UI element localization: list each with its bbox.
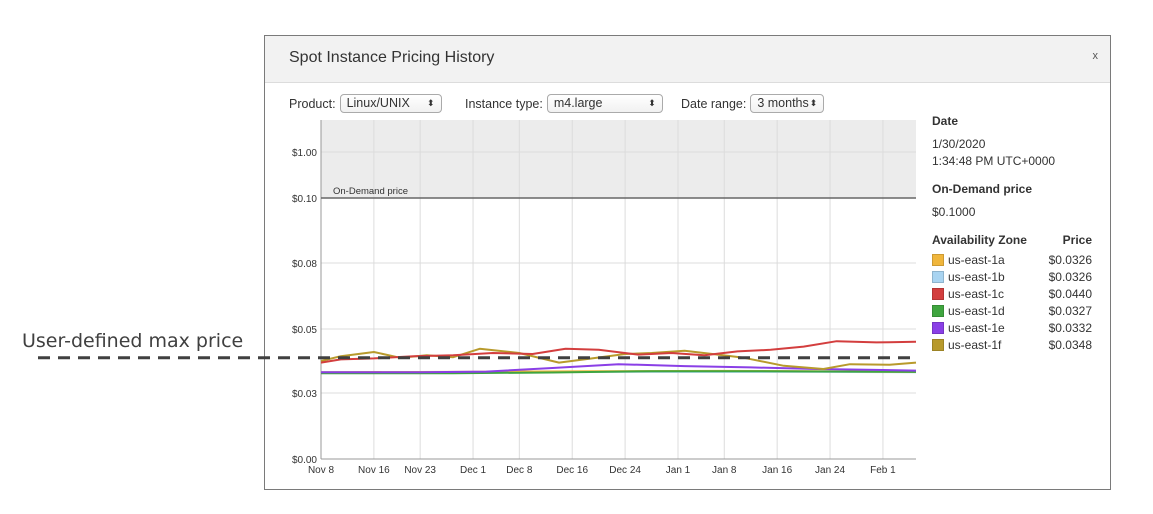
x-tick-label: Nov 23	[404, 465, 436, 476]
details-panel: Date 1/30/2020 1:34:48 PM UTC+0000 On-De…	[932, 114, 1092, 353]
az-row: us-east-1b $0.0326	[932, 268, 1092, 285]
az-zone-price: $0.0332	[1048, 320, 1092, 335]
instance-select[interactable]: m4.large ⬍	[546, 94, 663, 113]
legend-swatch	[932, 304, 944, 317]
panel-header: Spot Instance Pricing History x	[265, 36, 1110, 83]
az-zone-name: us-east-1c	[948, 286, 1005, 301]
legend-swatch	[932, 321, 944, 334]
x-tick-label: Dec 24	[609, 465, 641, 476]
plot-background	[321, 120, 916, 459]
az-zone-price: $0.0327	[1048, 303, 1092, 318]
x-tick-label: Dec 16	[556, 465, 588, 476]
x-tick-label: Jan 8	[712, 465, 737, 476]
x-tick-label: Jan 16	[762, 465, 792, 476]
range-select[interactable]: 3 months ⬍	[750, 94, 825, 113]
az-table-header: Availability Zone Price	[932, 233, 1092, 247]
legend-swatch	[932, 338, 944, 351]
range-control: Date range: 3 months ⬍	[681, 94, 825, 113]
on-demand-group: On-Demand price	[321, 186, 916, 199]
az-zone: us-east-1a	[932, 253, 1005, 267]
x-tick-label: Dec 1	[460, 465, 487, 476]
az-row: us-east-1d $0.0327	[932, 302, 1092, 319]
az-zone: us-east-1e	[932, 321, 1005, 335]
legend-swatch	[932, 287, 944, 300]
y-tick-label: $0.08	[292, 259, 317, 270]
max-price-label: User-defined max price	[22, 330, 244, 352]
x-tick-label: Nov 16	[358, 465, 390, 476]
az-zone: us-east-1c	[932, 287, 1004, 301]
az-zone-price: $0.0440	[1048, 286, 1092, 301]
legend-swatch	[932, 270, 944, 283]
az-zone-price: $0.0326	[1048, 269, 1092, 284]
az-zone: us-east-1d	[932, 304, 1005, 318]
product-select-value: Linux/UNIX	[346, 96, 410, 110]
series-line-us-east-1d	[321, 370, 917, 375]
date-heading: Date	[932, 114, 959, 128]
range-select-value: 3 months	[757, 96, 809, 110]
range-label: Date range:	[681, 96, 747, 111]
az-row: us-east-1e $0.0332	[932, 319, 1092, 336]
az-zone-price: $0.0348	[1048, 337, 1092, 352]
chart-grid	[320, 120, 916, 460]
y-tick-label: $0.03	[292, 389, 317, 400]
on-demand-label: On-Demand price	[333, 186, 408, 197]
panel-title: Spot Instance Pricing History	[289, 49, 495, 66]
select-arrows-icon: ⬍	[648, 98, 656, 108]
az-zone: us-east-1f	[932, 338, 1001, 352]
price-heading: Price	[1062, 233, 1092, 247]
x-tick-label: Dec 8	[506, 465, 533, 476]
series-line-us-east-1e	[321, 363, 917, 374]
x-tick-label: Jan 24	[815, 465, 845, 476]
product-control: Product: Linux/UNIX ⬍	[289, 94, 442, 113]
ondemand-heading: On-Demand price	[932, 182, 1033, 196]
az-heading: Availability Zone	[932, 233, 1027, 247]
legend-swatch	[932, 253, 944, 266]
x-tick-label: Jan 1	[666, 465, 691, 476]
ondemand-value: $0.1000	[932, 205, 976, 219]
y-tick-label: $0.00	[292, 455, 317, 466]
x-tick-label: Feb 1	[870, 465, 896, 476]
instance-select-value: m4.large	[553, 96, 603, 110]
x-tick-label: Nov 8	[308, 465, 335, 476]
y-tick-label: $1.00	[292, 148, 317, 159]
above-on-demand-shading	[321, 120, 916, 198]
x-axis-labels: Nov 8 Nov 16 Nov 23 Dec 1 Dec 8 Dec 16 Dec 24 J…	[308, 465, 896, 476]
az-row: us-east-1c $0.0440	[932, 285, 1092, 302]
az-zone-price: $0.0326	[1048, 252, 1092, 267]
close-icon[interactable]: x	[1092, 50, 1099, 62]
instance-label: Instance type:	[465, 96, 543, 111]
az-row: us-east-1a $0.0326	[932, 251, 1092, 268]
y-axis-labels: $1.00 $0.10 $0.08 $0.05 $0.03 $0.00	[292, 148, 317, 466]
date-value: 1/30/2020	[932, 137, 986, 151]
az-zone-name: us-east-1b	[948, 269, 1005, 284]
instance-control: Instance type: m4.large ⬍	[465, 94, 663, 113]
y-tick-label: $0.05	[292, 325, 317, 336]
az-zone-name: us-east-1e	[948, 320, 1005, 335]
az-zone-name: us-east-1f	[948, 337, 1002, 352]
az-list: us-east-1a $0.0326 us-east-1b $0.0326 us-eas…	[932, 251, 1092, 353]
az-zone: us-east-1b	[932, 270, 1005, 284]
y-tick-label: $0.10	[292, 194, 317, 205]
az-zone-name: us-east-1d	[948, 303, 1005, 318]
product-label: Product:	[289, 96, 336, 111]
az-zone-name: us-east-1a	[948, 252, 1005, 267]
az-row: us-east-1f $0.0348	[932, 336, 1092, 353]
time-value: 1:34:48 PM UTC+0000	[932, 154, 1056, 168]
product-select[interactable]: Linux/UNIX ⬍	[339, 94, 442, 113]
select-arrows-icon: ⬍	[427, 98, 435, 108]
select-arrows-icon: ⬍	[809, 98, 818, 108]
